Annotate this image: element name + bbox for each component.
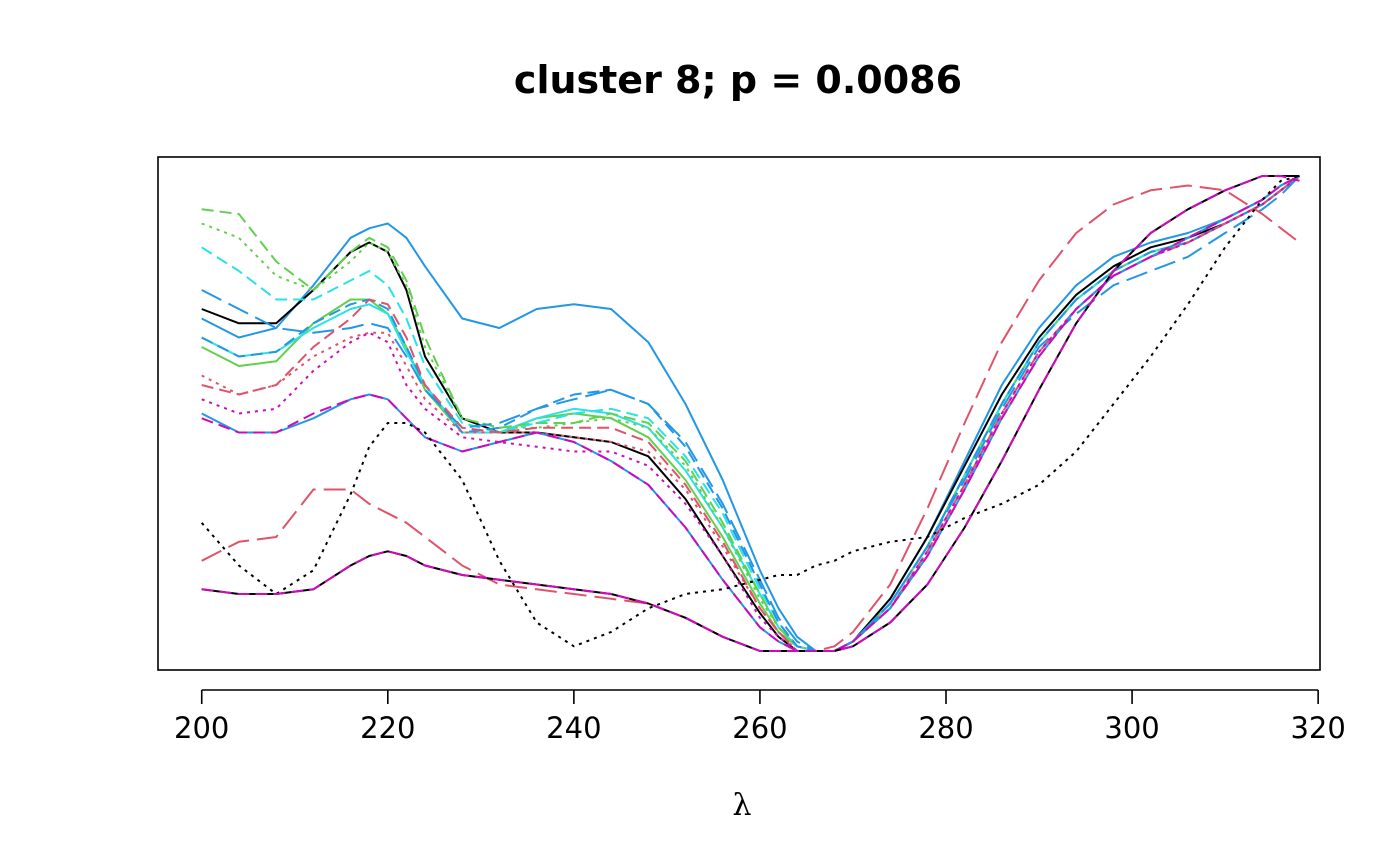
series-layer <box>200 175 1301 652</box>
x-tick-label: 260 <box>732 711 787 745</box>
x-tick-label: 300 <box>1104 711 1159 745</box>
x-tick-label: 280 <box>918 711 973 745</box>
chart-title: cluster 8; p = 0.0086 <box>514 58 962 102</box>
x-axis: 200 220 240 260 280 300 320 <box>174 689 1346 745</box>
x-tick-label: 220 <box>360 711 415 745</box>
series-line-1 <box>201 175 1300 652</box>
series-line-12 <box>201 175 1301 652</box>
x-tick-label: 320 <box>1290 711 1345 745</box>
series-line-10 <box>201 175 1301 652</box>
series-line-5 <box>201 175 1301 652</box>
series-line-2 <box>201 175 1301 652</box>
series-line-4 <box>201 175 1301 652</box>
series-line-9 <box>201 175 1301 652</box>
series-line-3 <box>201 175 1301 652</box>
series-line-17 <box>201 175 1300 652</box>
plot-frame <box>157 156 1321 671</box>
series-line-14 <box>201 175 1300 652</box>
series-line-11 <box>201 175 1301 652</box>
series-line-18 <box>201 175 1300 652</box>
x-tick-label: 240 <box>546 711 601 745</box>
series-line-6 <box>201 175 1301 652</box>
series-line-7 <box>201 175 1301 652</box>
series-line-8 <box>201 175 1301 652</box>
x-axis-label: λ <box>732 788 751 823</box>
x-tick-label: 200 <box>174 711 229 745</box>
series-line-13 <box>201 175 1300 652</box>
